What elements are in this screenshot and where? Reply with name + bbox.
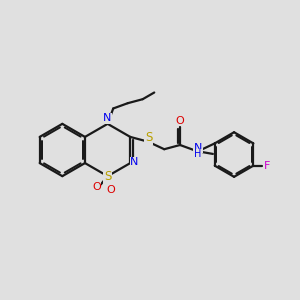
Text: H: H xyxy=(194,149,202,159)
Text: O: O xyxy=(92,182,101,193)
Text: N: N xyxy=(194,142,202,152)
Text: S: S xyxy=(104,170,111,183)
Text: O: O xyxy=(107,184,116,194)
Text: F: F xyxy=(264,161,270,171)
Text: O: O xyxy=(176,116,184,126)
Text: S: S xyxy=(145,131,152,144)
Text: N: N xyxy=(130,158,139,167)
Text: N: N xyxy=(103,113,111,124)
